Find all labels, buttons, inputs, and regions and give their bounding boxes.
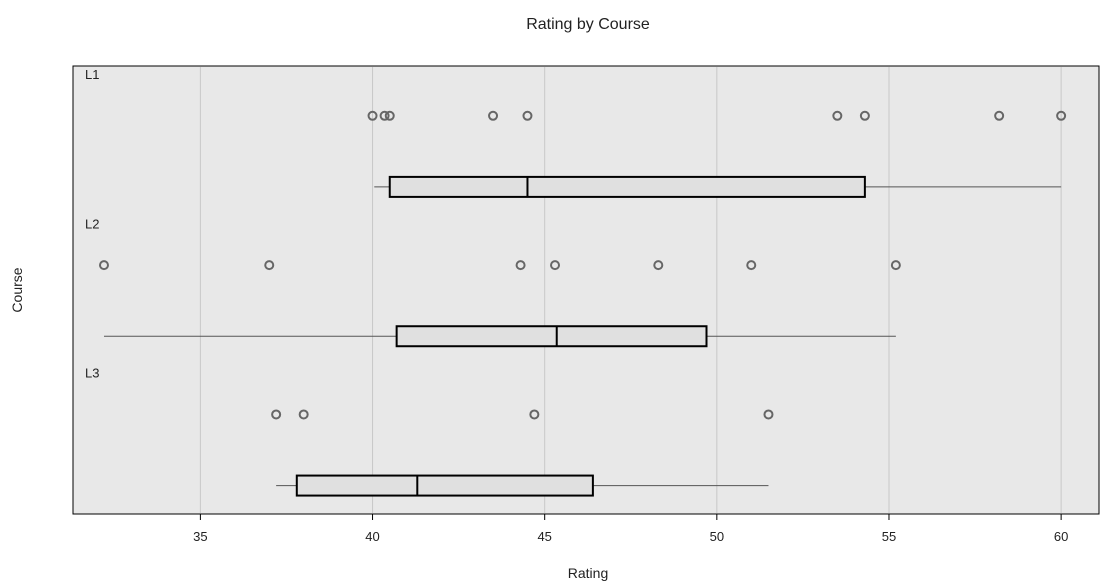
data-point: [653, 260, 664, 271]
data-point: [746, 260, 757, 271]
data-point: [859, 110, 870, 121]
x-tick-label: 40: [365, 529, 379, 544]
data-point: [890, 260, 901, 271]
data-point: [763, 409, 774, 420]
data-point: [271, 409, 282, 420]
data-point: [264, 260, 275, 271]
iqr-box: [388, 175, 866, 198]
box-groups: L1 L2 L3: [85, 67, 1067, 497]
iqr-box: [395, 325, 708, 348]
box-group-l2: L2: [85, 216, 901, 348]
data-point: [832, 110, 843, 121]
plot-area: [72, 65, 1100, 515]
x-axis: 35 40 45 50 55 60: [193, 514, 1068, 544]
x-tick-label: 45: [537, 529, 551, 544]
data-point: [488, 110, 499, 121]
data-point: [515, 260, 526, 271]
data-point: [550, 260, 561, 271]
data-point: [1056, 110, 1067, 121]
iqr-box: [295, 474, 594, 497]
data-point: [522, 110, 533, 121]
x-tick-label: 35: [193, 529, 207, 544]
data-point: [298, 409, 309, 420]
data-point: [98, 260, 109, 271]
y-axis-label: Course: [9, 267, 25, 312]
data-point: [384, 110, 395, 121]
data-point: [367, 110, 378, 121]
x-axis-label: Rating: [568, 565, 608, 581]
x-tick-label: 55: [882, 529, 896, 544]
group-label: L2: [85, 216, 99, 231]
data-point: [529, 409, 540, 420]
x-tick-label: 50: [710, 529, 724, 544]
chart-title: Rating by Course: [526, 16, 650, 33]
box-group-l3: L3: [85, 366, 774, 497]
x-tick-label: 60: [1054, 529, 1068, 544]
data-point: [994, 110, 1005, 121]
box-group-l1: L1: [85, 67, 1067, 198]
group-label: L1: [85, 67, 99, 82]
data-point: [379, 110, 390, 121]
group-label: L3: [85, 366, 99, 381]
grid-lines: [199, 67, 1062, 513]
